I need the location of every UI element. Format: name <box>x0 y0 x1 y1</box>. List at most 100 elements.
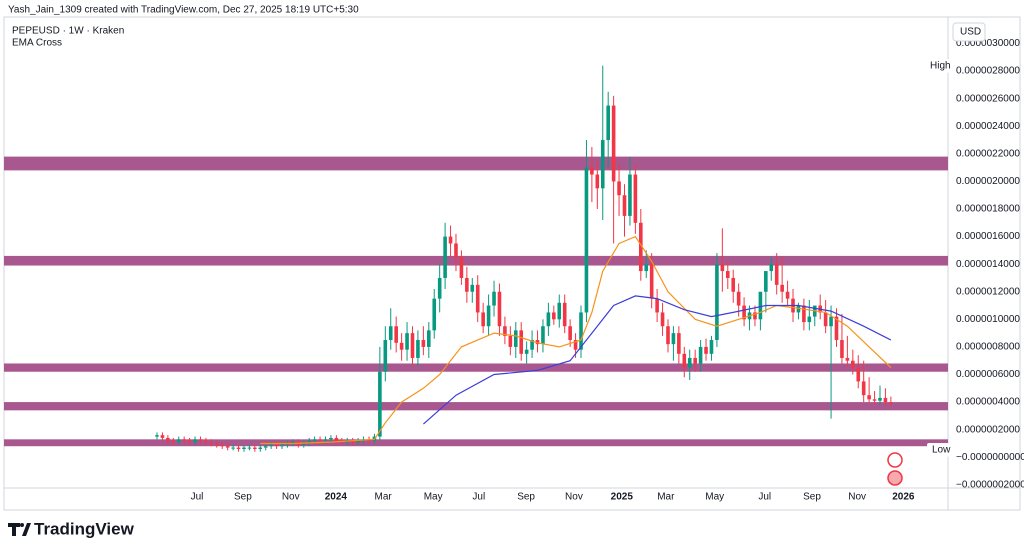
candle-body <box>573 340 578 350</box>
candle-body <box>160 435 165 438</box>
x-tick-label: May <box>705 492 724 503</box>
candle-body <box>731 277 736 292</box>
x-tick-label: Nov <box>565 492 583 503</box>
candle-body <box>666 326 670 345</box>
candle-body <box>725 271 730 278</box>
candle-body <box>405 333 409 350</box>
candle-body <box>443 236 447 278</box>
x-tick-label: May <box>424 492 443 503</box>
candle-body <box>579 312 583 350</box>
zone <box>4 402 948 411</box>
candle-body <box>421 340 426 347</box>
candle-body <box>715 264 719 341</box>
candle-body <box>410 333 415 358</box>
candle-body <box>263 446 268 448</box>
y-tick-label: 0.0000002000 <box>956 424 1020 435</box>
candle-body <box>780 284 784 292</box>
candle-body <box>448 236 453 244</box>
candle-body <box>394 326 398 343</box>
candle-body <box>687 357 692 368</box>
currency-box[interactable] <box>952 22 986 42</box>
candle-body <box>704 346 708 354</box>
creator-line: Yash_Jain_1309 created with TradingView.… <box>8 5 359 16</box>
currency: USD <box>960 27 981 38</box>
candle-body <box>378 371 382 437</box>
candle-body <box>508 335 513 347</box>
candle-body <box>426 330 431 347</box>
candle-body <box>193 439 197 443</box>
logo-dot <box>20 523 24 527</box>
candle-body <box>764 271 768 292</box>
candle-body <box>802 305 806 323</box>
y-tick-label: 0.0000008000 <box>956 342 1020 353</box>
candle-body <box>622 195 627 216</box>
x-tick-label: 2024 <box>325 492 348 503</box>
event-icon[interactable] <box>887 470 903 486</box>
candle-body <box>220 444 225 447</box>
x-tick-label: Jul <box>472 492 485 503</box>
candle-body <box>742 305 746 320</box>
x-tick-label: Sep <box>234 492 252 503</box>
candle-body <box>633 174 638 223</box>
candle-body <box>492 291 496 306</box>
candle-body <box>209 442 214 444</box>
x-tick-label: Nov <box>282 492 300 503</box>
zone <box>4 255 948 266</box>
candle-body <box>513 330 518 347</box>
candle-body <box>530 340 534 350</box>
candle-body <box>845 357 850 361</box>
y-tick-label: 0.0000006000 <box>956 369 1020 380</box>
candle-body <box>166 437 170 441</box>
candle-body <box>416 340 420 358</box>
candle-body <box>758 291 763 320</box>
candle-body <box>388 326 393 341</box>
event-icon[interactable] <box>887 452 903 468</box>
candle-body <box>291 442 295 444</box>
candle-body <box>878 397 882 401</box>
candle-body <box>562 302 567 327</box>
zone <box>4 363 948 372</box>
low-label: Low <box>932 445 951 456</box>
candle-body <box>649 264 654 299</box>
candle-body <box>889 402 893 404</box>
candle-body <box>682 353 687 368</box>
candle-body <box>280 444 284 447</box>
ema-line <box>423 295 892 425</box>
candle-body <box>628 174 632 216</box>
candle-body <box>568 326 572 341</box>
high-badge <box>927 59 949 73</box>
candle-body <box>546 312 551 327</box>
candle-body <box>437 277 442 299</box>
candle-body <box>182 439 186 441</box>
candle-body <box>660 312 665 327</box>
x-tick-label: Sep <box>517 492 535 503</box>
y-tick-label: 0.0000018000 <box>956 204 1020 215</box>
zone <box>4 439 948 447</box>
candle-body <box>242 447 246 449</box>
candle-body <box>470 284 475 292</box>
logo: TradingView <box>8 519 135 538</box>
candle-body <box>557 302 562 320</box>
candle-body <box>258 447 263 449</box>
y-tick-label: 0.0000024000 <box>956 121 1020 132</box>
candle-body <box>823 312 828 327</box>
candle-body <box>301 443 306 445</box>
candle-body <box>639 222 643 272</box>
candle-body <box>590 167 594 175</box>
candle-body <box>693 357 697 364</box>
candle-body <box>253 447 257 449</box>
candle-body <box>225 446 230 448</box>
candle-body <box>176 439 181 443</box>
x-tick-label: Jul <box>758 492 771 503</box>
candle-body <box>840 340 844 358</box>
y-tick-label: 0.0000016000 <box>956 231 1020 242</box>
candle-body <box>269 444 273 447</box>
candle-body <box>834 316 839 341</box>
candle-body <box>617 181 621 196</box>
candle-body <box>214 443 219 445</box>
candle-body <box>432 298 437 331</box>
candle-body <box>677 333 681 354</box>
candle-body <box>187 440 192 443</box>
x-tick-label: 2026 <box>892 492 915 503</box>
y-tick-label: 0.0000030000 <box>956 38 1020 49</box>
